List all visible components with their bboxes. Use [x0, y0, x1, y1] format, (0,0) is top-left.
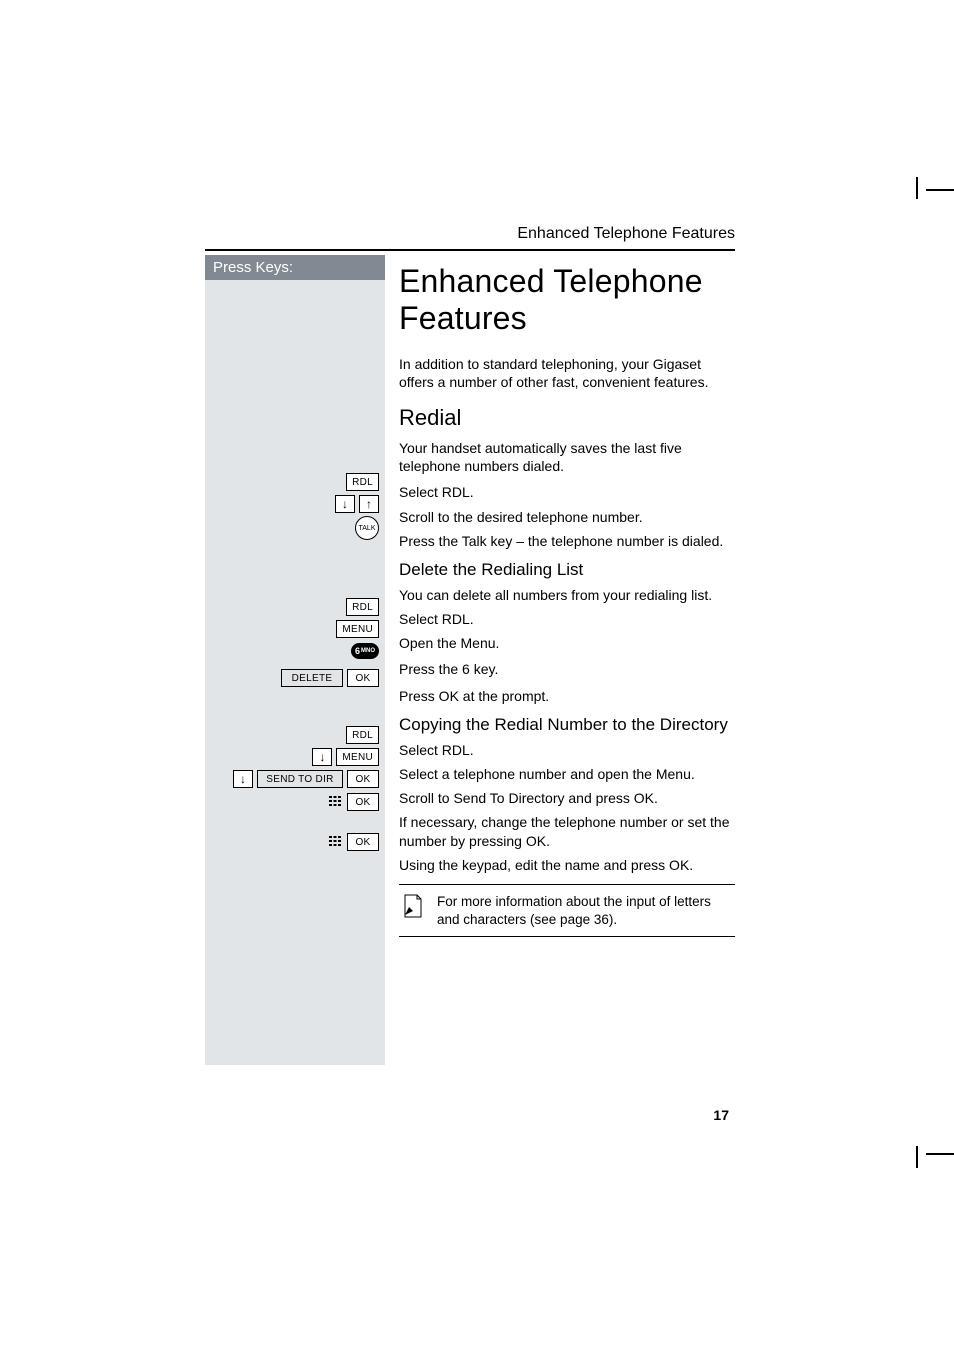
softkey-ok: OK	[347, 833, 379, 851]
arrow-up-icon: ↑	[359, 495, 379, 513]
softkey-ok: OK	[347, 770, 379, 788]
display-delete: DELETE	[281, 669, 343, 687]
crop-mark	[926, 1153, 954, 1155]
arrow-down-icon: ↓	[335, 495, 355, 513]
arrow-down-icon: ↓	[312, 748, 332, 766]
step-text: Select a telephone number and open the M…	[399, 765, 735, 783]
delete-intro: You can delete all numbers from your red…	[399, 586, 735, 604]
talk-key: TALK	[355, 516, 379, 540]
softkey-ok: OK	[347, 669, 379, 687]
press-keys-column: Press Keys: RDL ↓ ↑ TALK RDL MENU 6MNO	[205, 255, 385, 1065]
subsection-copy: Copying the Redial Number to the Directo…	[399, 715, 735, 735]
subsection-delete: Delete the Redialing List	[399, 560, 735, 580]
step-text: Select RDL.	[399, 610, 735, 628]
intro-text: In addition to standard telephoning, you…	[399, 355, 735, 391]
step-text: Using the keypad, edit the name and pres…	[399, 856, 735, 874]
content-column: Enhanced Telephone Features In addition …	[385, 255, 735, 1065]
softkey-rdl: RDL	[346, 726, 379, 744]
softkey-rdl: RDL	[346, 473, 379, 491]
crop-mark	[916, 177, 918, 199]
arrow-down-icon: ↓	[233, 770, 253, 788]
keypad-icon	[327, 834, 343, 850]
redial-intro: Your handset automatically saves the las…	[399, 439, 735, 475]
key-letters: MNO	[361, 648, 375, 654]
step-text: If necessary, change the telephone numbe…	[399, 813, 735, 849]
softkey-menu: MENU	[336, 748, 379, 766]
step-text: Press the 6 key.	[399, 660, 735, 678]
note-box: For more information about the input of …	[399, 884, 735, 937]
note-text: For more information about the input of …	[437, 893, 731, 928]
note-icon	[403, 893, 425, 924]
head-rule	[205, 249, 735, 251]
keypad-6-key: 6MNO	[351, 643, 379, 659]
step-text: Press the Talk key – the telephone numbe…	[399, 532, 735, 550]
key-digit: 6	[355, 646, 360, 656]
step-text: Press OK at the prompt.	[399, 687, 735, 705]
page-content: Enhanced Telephone Features Press Keys: …	[205, 225, 735, 1065]
page-number: 17	[713, 1107, 729, 1123]
keypad-icon	[327, 794, 343, 810]
crop-mark	[926, 189, 954, 191]
step-text: Open the Menu.	[399, 634, 735, 652]
step-text: Scroll to Send To Directory and press OK…	[399, 789, 735, 807]
step-text: Scroll to the desired telephone number.	[399, 508, 735, 526]
display-send-to-dir: SEND TO DIR	[257, 770, 343, 788]
softkey-menu: MENU	[336, 620, 379, 638]
running-head: Enhanced Telephone Features	[205, 225, 735, 249]
crop-mark	[916, 1146, 918, 1168]
softkey-rdl: RDL	[346, 598, 379, 616]
page-title: Enhanced Telephone Features	[399, 263, 735, 337]
section-redial: Redial	[399, 405, 735, 431]
step-text: Select RDL.	[399, 483, 735, 501]
press-keys-header: Press Keys:	[205, 255, 385, 280]
step-text: Select RDL.	[399, 741, 735, 759]
softkey-ok: OK	[347, 793, 379, 811]
